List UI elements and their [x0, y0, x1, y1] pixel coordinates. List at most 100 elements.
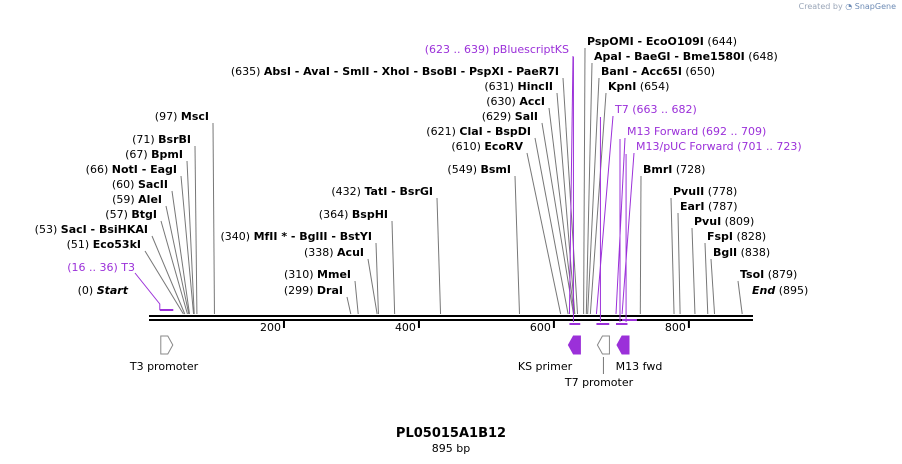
site-position-btgi: (57): [105, 208, 128, 221]
site-position-fspi: (828): [737, 230, 767, 243]
site-connector-acui: [367, 258, 378, 315]
site-connector-sacii: [171, 190, 190, 315]
site-position-saci-bsihkai: (53): [35, 223, 58, 236]
site-connector-sali: [541, 122, 574, 315]
site-name-apai-baegi-bme1580i: ApaI - BaeGI - Bme1580I: [594, 50, 745, 63]
site-name-bgli: BglI: [713, 246, 737, 259]
site-label-apai-baegi-bme1580i: ApaI - BaeGI - Bme1580I (648): [594, 50, 778, 63]
site-name-fspi: FspI: [707, 230, 733, 243]
site-position-eari: (787): [708, 200, 738, 213]
ruler-label-800: 800: [665, 321, 686, 334]
site-connector-eco53ki: [144, 250, 184, 315]
site-label-acci: (630) AccI: [486, 95, 545, 108]
site-name-bmri: BmrI: [643, 163, 672, 176]
snapgene-logo-icon: ◔: [845, 2, 853, 11]
site-name-saci-bsihkai: SacI - BsiHKAI: [61, 223, 148, 236]
site-name-m13-puc-forward: M13/pUC Forward: [636, 140, 734, 153]
site-connector-pvui: [691, 227, 696, 315]
site-position-bmri: (728): [676, 163, 706, 176]
feature-label-t7-promoter: T7 promoter: [564, 376, 634, 389]
site-label-mfii-bglii-bstyi: (340) MfII * - BglII - BstYI: [220, 230, 372, 243]
site-name-mmei: MmeI: [317, 268, 351, 281]
site-connector-clai-bspdi: [534, 137, 569, 315]
feature-arrow-m13-fwd: [616, 335, 630, 355]
site-name-eco53ki: Eco53kI: [93, 238, 141, 251]
feature-arrow-ks-primer: [567, 335, 581, 355]
site-position-bsphi: (364): [319, 208, 349, 221]
site-connector-eari: [677, 212, 681, 315]
site-position-bani-acc65i: (650): [685, 65, 715, 78]
site-label-m13-puc-forward: M13/pUC Forward (701 .. 723): [636, 140, 802, 153]
site-label-bpmi: (67) BpmI: [125, 148, 183, 161]
site-label-end: End (895): [752, 284, 808, 297]
site-position-noti-eagi: (66): [86, 163, 109, 176]
feature-label-m13-fwd: M13 fwd: [616, 360, 663, 373]
site-name-ecorv: EcoRV: [484, 140, 523, 153]
site-label-btgi: (57) BtgI: [105, 208, 157, 221]
site-label-m13-forward: M13 Forward (692 .. 709): [627, 125, 766, 138]
site-name-bsphi: BspHI: [352, 208, 388, 221]
site-connector-t7: [595, 115, 614, 315]
site-label-eari: EarI (787): [680, 200, 738, 213]
site-connector-saci-bsihkai: [151, 235, 186, 315]
site-connector-mmei: [354, 280, 359, 315]
site-label-absi-avai-smli-xhoi-bsobi-pspxi-paer7i: (635) AbsI - AvaI - SmlI - XhoI - BsoBI …: [231, 65, 559, 78]
site-name-btgi: BtgI: [131, 208, 157, 221]
site-position-apai-baegi-bme1580i: (648): [748, 50, 778, 63]
site-position-acui: (338): [304, 246, 334, 259]
site-position-acci: (630): [486, 95, 516, 108]
site-label-bsphi: (364) BspHI: [319, 208, 388, 221]
site-connector-msci: [212, 122, 215, 315]
site-label-sacii: (60) SacII: [112, 178, 168, 191]
site-position-clai-bspdi: (621): [426, 125, 456, 138]
site-label-saci-bsihkai: (53) SacI - BsiHKAI: [35, 223, 148, 236]
site-name-bani-acc65i: BanI - Acc65I: [601, 65, 682, 78]
site-name-m13-forward: M13 Forward: [627, 125, 698, 138]
site-label-ecorv: (610) EcoRV: [451, 140, 523, 153]
site-connector-bpmi: [186, 160, 195, 315]
site-connector-bani-acc65i: [587, 77, 600, 315]
site-label-pspomi-ecoo109i: PspOMI - EcoO109I (644): [587, 35, 737, 48]
site-position-tati-bsrgi: (432): [331, 185, 361, 198]
feature-arrow-t3-promoter: [160, 335, 174, 355]
site-label-clai-bspdi: (621) ClaI - BspDI: [426, 125, 531, 138]
site-name-msci: MscI: [181, 110, 209, 123]
site-label-bsrbi: (71) BsrBI: [132, 133, 191, 146]
site-position-ecorv: (610): [451, 140, 481, 153]
site-connector-mfii-bglii-bstyi: [375, 242, 379, 315]
site-name-acui: AcuI: [337, 246, 364, 259]
site-name-sali: SalI: [515, 110, 538, 123]
site-connector-ecorv: [526, 152, 562, 315]
site-name-pbluescriptks: pBluescriptKS: [493, 43, 569, 56]
site-connector-bsphi: [391, 220, 396, 315]
site-label-pvuii: PvuII (778): [673, 185, 737, 198]
site-position-alei: (59): [112, 193, 135, 206]
site-label-sali: (629) SalI: [482, 110, 538, 123]
site-connector-bgli: [710, 258, 716, 315]
feature-label-ks-primer: KS primer: [518, 360, 573, 373]
site-connector-absi-avai-smli-xhoi-bsobi-pspxi-paer7i: [562, 77, 579, 315]
site-position-pvuii: (778): [708, 185, 738, 198]
site-label-bgli: BglI (838): [713, 246, 770, 259]
site-connector-pvuii: [670, 197, 675, 315]
site-label-pbluescriptks: (623 .. 639) pBluescriptKS: [425, 43, 569, 56]
site-position-pbluescriptks: (623 .. 639): [425, 43, 490, 56]
site-position-end: (895): [779, 284, 809, 297]
site-connector-bsmi: [514, 175, 520, 315]
site-name-absi-avai-smli-xhoi-bsobi-pspxi-paer7i: AbsI - AvaI - SmlI - XhoI - BsoBI - PspX…: [264, 65, 559, 78]
site-position-hincii: (631): [484, 80, 514, 93]
site-name-hincii: HincII: [517, 80, 553, 93]
site-position-msci: (97): [155, 110, 178, 123]
site-name-bsrbi: BsrBI: [158, 133, 191, 146]
site-position-kpni: (654): [640, 80, 670, 93]
site-label-mmei: (310) MmeI: [284, 268, 351, 281]
site-connector-tsoi: [737, 280, 743, 315]
site-name-bpmi: BpmI: [151, 148, 183, 161]
site-label-eco53ki: (51) Eco53kI: [67, 238, 141, 251]
site-connector-bsrbi: [194, 145, 198, 315]
site-label-msci: (97) MscI: [155, 110, 209, 123]
site-name-tsoi: TsoI: [740, 268, 764, 281]
site-label-pvui: PvuI (809): [694, 215, 754, 228]
site-label-t3: (16 .. 36) T3: [67, 261, 135, 274]
site-position-tsoi: (879): [768, 268, 798, 281]
